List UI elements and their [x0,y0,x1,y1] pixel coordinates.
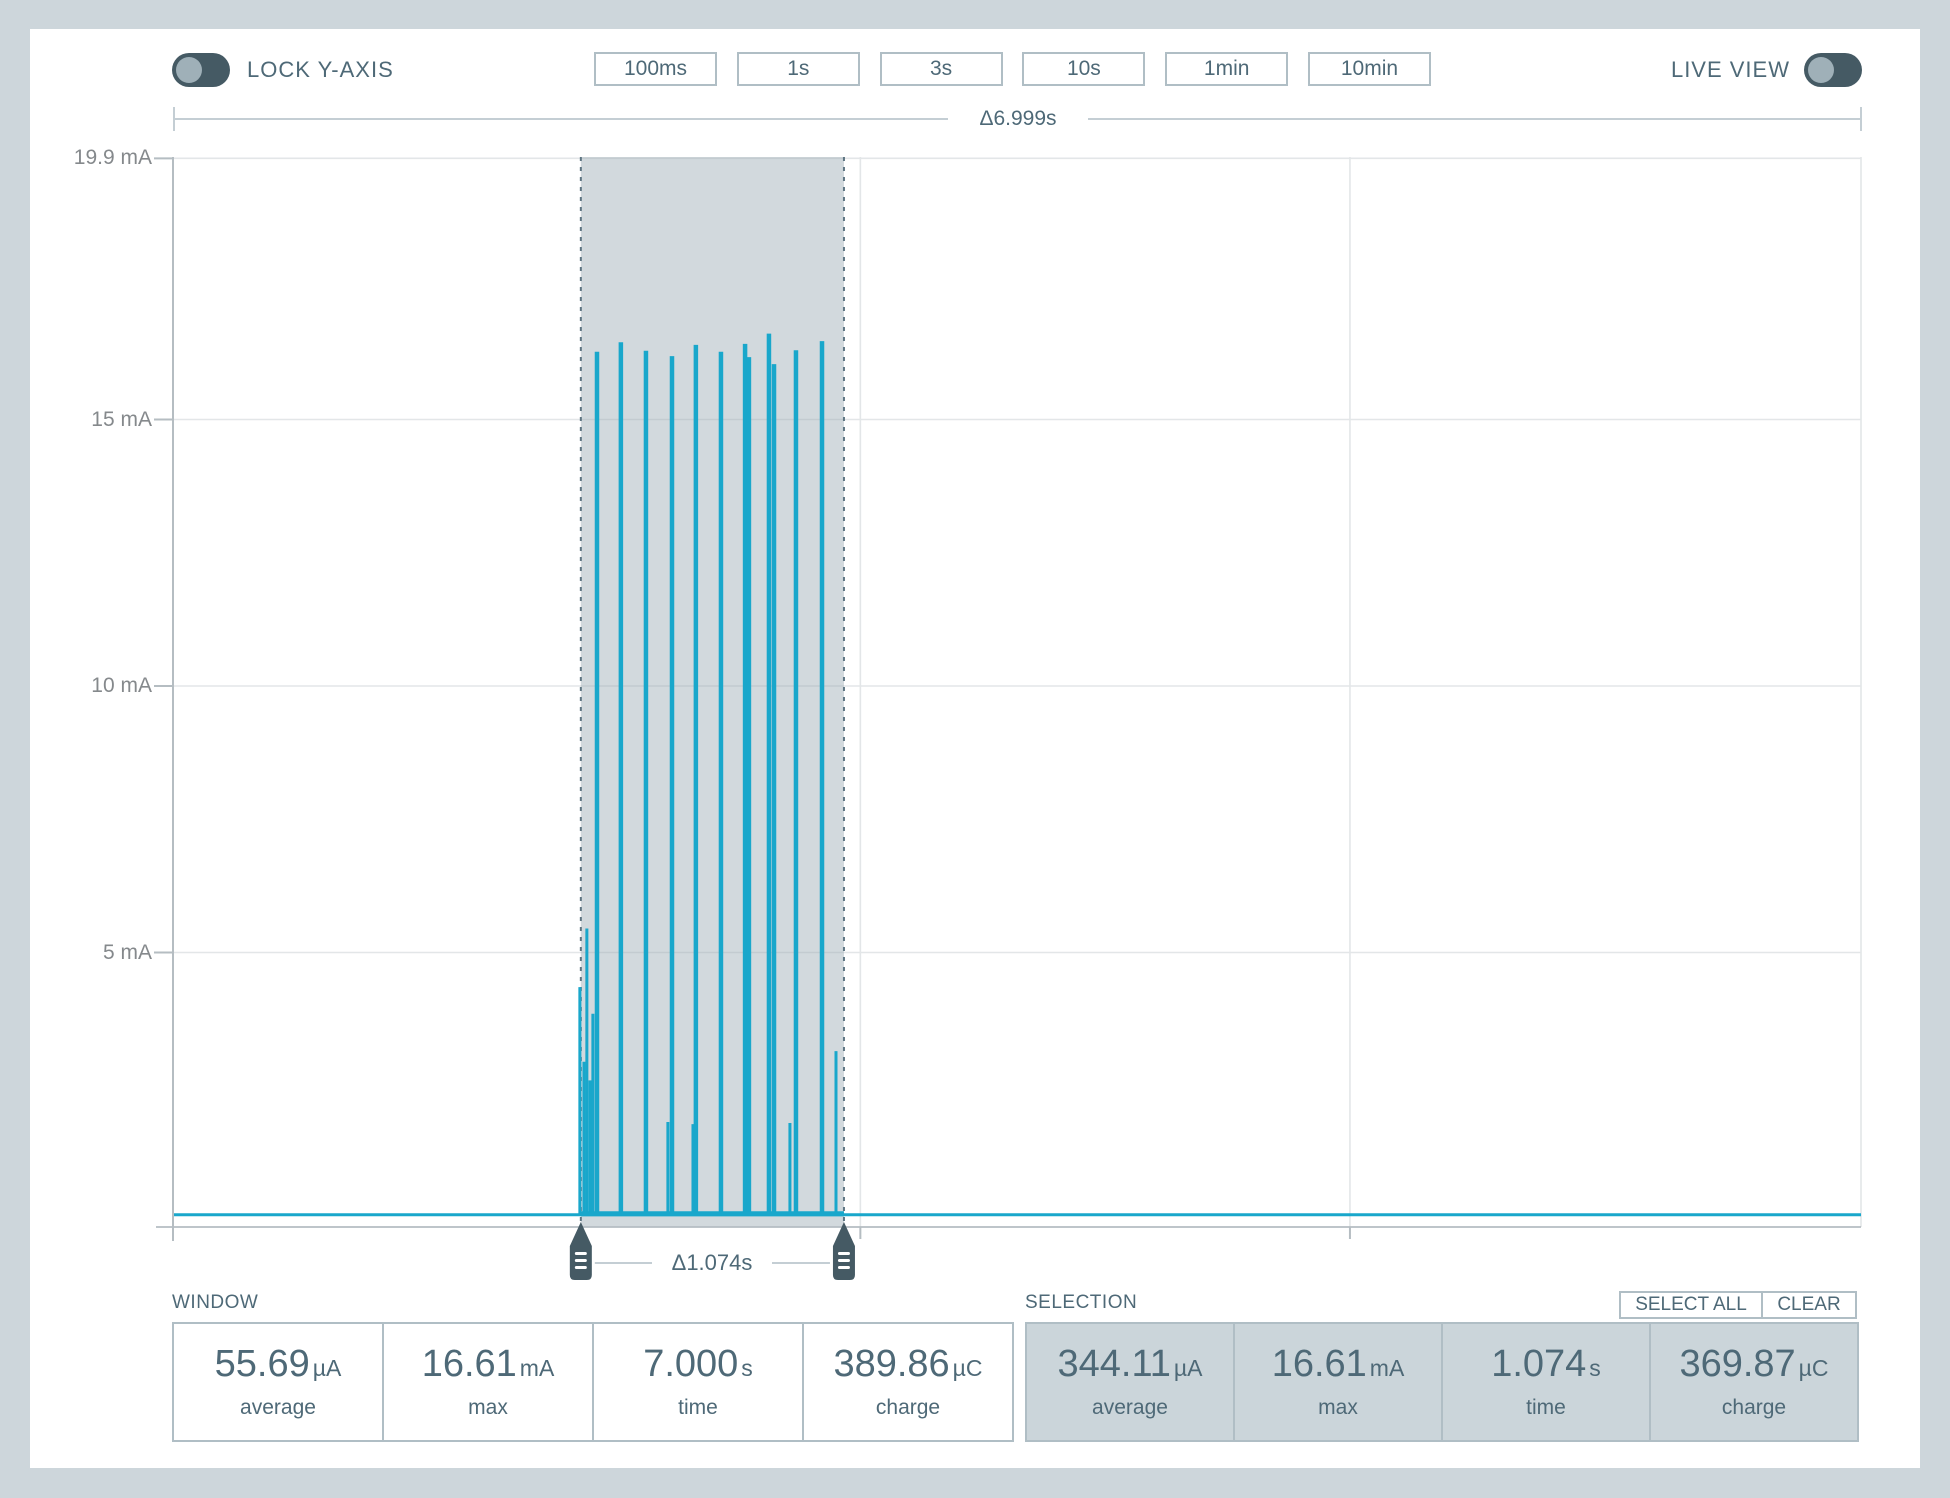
window-100ms-button[interactable]: 100ms [594,52,717,86]
y-axis-tick-label: 5 mA [102,940,152,964]
stat-value: 389.86 [833,1343,950,1385]
stat-unit: µC [1798,1355,1829,1381]
stat-label: average [240,1396,316,1419]
window-duration-buttons: 100ms 1s 3s 10s 1min 10min [594,52,1431,86]
chart-panel [30,29,1920,1468]
selection-stats: 344.11 µA average 16.61 mA max 1.074 s time… [1025,1322,1859,1442]
selection-handle-left[interactable] [569,1222,592,1280]
selection-stats-caption: SELECTION [1025,1292,1138,1313]
lock-y-axis-toggle[interactable] [172,53,230,87]
clear-button[interactable]: CLEAR [1761,1291,1857,1319]
lock-y-axis-label: LOCK Y-AXIS [247,57,394,82]
selection-actions: SELECT ALL CLEAR [1619,1291,1857,1319]
stat-label: charge [875,1396,941,1419]
stat-value: 7.000 [643,1343,739,1385]
stat-value: 55.69 [214,1343,310,1385]
live-view-label: LIVE VIEW [1670,57,1790,82]
select-all-button[interactable]: SELECT ALL [1619,1291,1763,1319]
handle-grip-icon [574,1266,587,1269]
stat-unit: s [1589,1355,1601,1381]
handle-grip-icon [837,1266,850,1269]
stat-value: 344.11 [1057,1343,1171,1385]
stat-unit: µA [312,1355,342,1381]
selection-delta-label: Δ1.074s [671,1250,753,1275]
y-axis-tick-label: 19.9 mA [73,146,152,170]
handle-grip-icon [837,1259,850,1262]
toggle-knob-icon [1808,57,1834,83]
selection-handle-right[interactable] [832,1222,855,1280]
stat-unit: µA [1173,1355,1203,1381]
window-10s-button[interactable]: 10s [1022,52,1146,86]
stat-value: 369.87 [1679,1343,1796,1385]
y-axis-tick-label: 15 mA [91,407,152,431]
stat-unit: mA [519,1355,555,1381]
handle-grip-icon [574,1259,587,1262]
handle-grip-icon [574,1252,587,1255]
window-1min-button[interactable]: 1min [1165,52,1289,86]
window-10min-button[interactable]: 10min [1307,52,1431,86]
window-stats-caption: WINDOW [172,1292,259,1313]
handle-grip-icon [837,1252,850,1255]
stat-label: max [468,1396,508,1419]
stat-unit: µC [952,1355,983,1381]
stat-value: 16.61 [421,1343,517,1385]
stat-value: 16.61 [1271,1343,1367,1385]
selection-charge-stat: 369.87 µC charge [1649,1324,1857,1440]
window-1s-button[interactable]: 1s [736,52,860,86]
stat-label: charge [1721,1396,1787,1419]
stat-label: average [1092,1396,1168,1419]
stat-unit: mA [1369,1355,1405,1381]
toggle-knob-icon [176,57,202,83]
selection-region[interactable] [580,157,844,1227]
window-charge-stat: 389.86 µC charge [802,1324,1012,1440]
selection-average-stat: 344.11 µA average [1027,1324,1233,1440]
live-view-toggle[interactable] [1804,53,1862,87]
selection-max-stat: 16.61 mA max [1233,1324,1441,1440]
window-3s-button[interactable]: 3s [879,52,1003,86]
stat-unit: s [741,1355,753,1381]
stat-value: 1.074 [1491,1343,1587,1385]
selection-time-stat: 1.074 s time [1441,1324,1649,1440]
window-delta-label: Δ6.999s [979,107,1057,130]
window-stats: 55.69 µA average 16.61 mA max 7.000 s time … [172,1322,1014,1442]
window-max-stat: 16.61 mA max [382,1324,592,1440]
y-axis-tick-label: 10 mA [91,674,152,697]
y-axis-labels: 19.9 mA 15 mA 10 mA 5 mA [30,0,152,1300]
stat-label: time [1526,1396,1566,1419]
stat-label: time [678,1396,718,1419]
window-time-stat: 7.000 s time [592,1324,802,1440]
stat-label: max [1318,1396,1358,1419]
window-average-stat: 55.69 µA average [174,1324,382,1440]
